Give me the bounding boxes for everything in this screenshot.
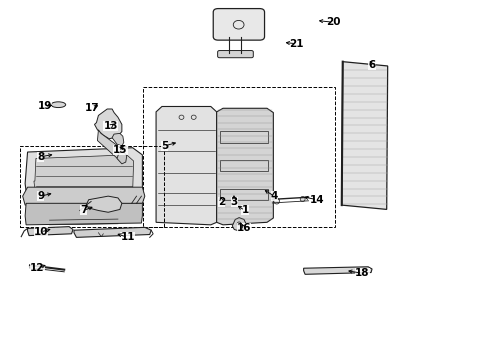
Text: 7: 7	[80, 206, 87, 216]
Polygon shape	[86, 196, 122, 212]
Text: 19: 19	[37, 102, 52, 112]
Polygon shape	[112, 134, 124, 146]
Bar	[220, 189, 269, 200]
FancyBboxPatch shape	[218, 50, 253, 58]
Polygon shape	[217, 108, 273, 225]
Text: 1: 1	[242, 206, 248, 216]
Bar	[144, 87, 335, 226]
Text: 5: 5	[161, 141, 168, 151]
Bar	[20, 146, 164, 226]
Ellipse shape	[300, 197, 305, 202]
Polygon shape	[25, 203, 143, 225]
Ellipse shape	[233, 21, 244, 29]
Polygon shape	[304, 267, 372, 274]
Text: 18: 18	[355, 268, 369, 278]
Polygon shape	[95, 109, 122, 139]
Polygon shape	[156, 107, 217, 225]
Text: 14: 14	[310, 195, 325, 205]
Text: 13: 13	[103, 121, 118, 131]
Text: 9: 9	[37, 191, 44, 201]
Ellipse shape	[51, 102, 66, 108]
Polygon shape	[74, 227, 151, 237]
Polygon shape	[232, 218, 246, 231]
Polygon shape	[27, 226, 73, 235]
Text: 17: 17	[85, 103, 100, 113]
Text: 10: 10	[33, 227, 48, 237]
Text: 15: 15	[113, 144, 128, 154]
Text: 8: 8	[37, 152, 45, 162]
Polygon shape	[117, 152, 127, 164]
Bar	[220, 131, 269, 143]
Text: 3: 3	[231, 197, 238, 207]
Polygon shape	[25, 148, 143, 203]
FancyBboxPatch shape	[213, 9, 265, 40]
Polygon shape	[34, 155, 134, 198]
Text: 20: 20	[326, 17, 340, 27]
Polygon shape	[342, 62, 388, 210]
Text: 6: 6	[368, 60, 376, 70]
Ellipse shape	[274, 198, 280, 204]
Text: 4: 4	[270, 191, 278, 201]
Ellipse shape	[179, 115, 184, 120]
Polygon shape	[98, 130, 122, 160]
Text: 21: 21	[289, 39, 303, 49]
Ellipse shape	[191, 115, 196, 120]
Ellipse shape	[237, 222, 241, 226]
Bar	[220, 160, 269, 171]
Text: 12: 12	[30, 263, 45, 273]
Text: 11: 11	[121, 232, 135, 242]
Text: 16: 16	[237, 224, 251, 233]
Polygon shape	[23, 187, 145, 205]
Text: 2: 2	[218, 197, 225, 207]
